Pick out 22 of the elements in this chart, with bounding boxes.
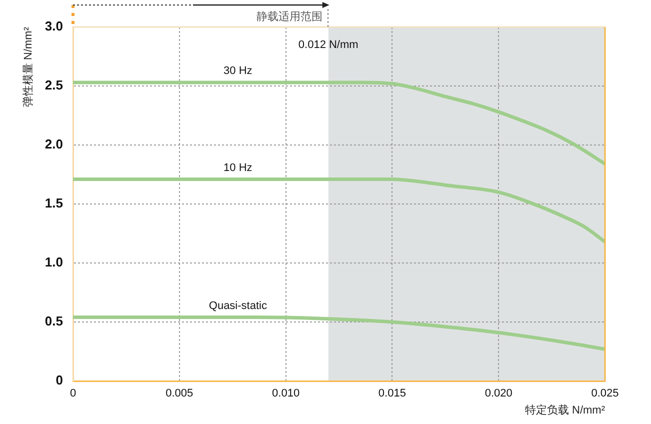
x-tick-label: 0 bbox=[70, 388, 76, 400]
y-axis-title: 弹性模量 N/mm² bbox=[22, 26, 35, 108]
y-tick-label: 1.5 bbox=[44, 196, 63, 211]
y-tick-label: 3.0 bbox=[44, 18, 63, 34]
x-tick-label: 0.005 bbox=[166, 388, 194, 400]
line-series bbox=[73, 316, 605, 351]
y-tick-label: 2.5 bbox=[44, 78, 63, 93]
x-tick-label: 0.010 bbox=[272, 388, 300, 400]
series-label: 30 Hz bbox=[224, 64, 252, 77]
series-label: Quasi-static bbox=[208, 300, 268, 312]
y-tick-label: 2.0 bbox=[44, 136, 63, 152]
y-tick-label: 1.0 bbox=[44, 254, 63, 270]
series-label: 10 Hz bbox=[224, 162, 252, 174]
band-label: 0.012 N/mm bbox=[298, 39, 358, 52]
y-tick-label: 0 bbox=[56, 372, 63, 388]
x-axis-title: 特定负载 N/mm² bbox=[524, 403, 606, 416]
text: 静载适用范围 bbox=[256, 10, 322, 24]
y-tick-label: 0.5 bbox=[44, 314, 63, 329]
x-tick-label: 0.025 bbox=[591, 388, 619, 400]
x-tick-label: 0.020 bbox=[484, 388, 512, 400]
x-tick-label: 0.015 bbox=[378, 388, 406, 400]
line-series bbox=[73, 177, 605, 244]
